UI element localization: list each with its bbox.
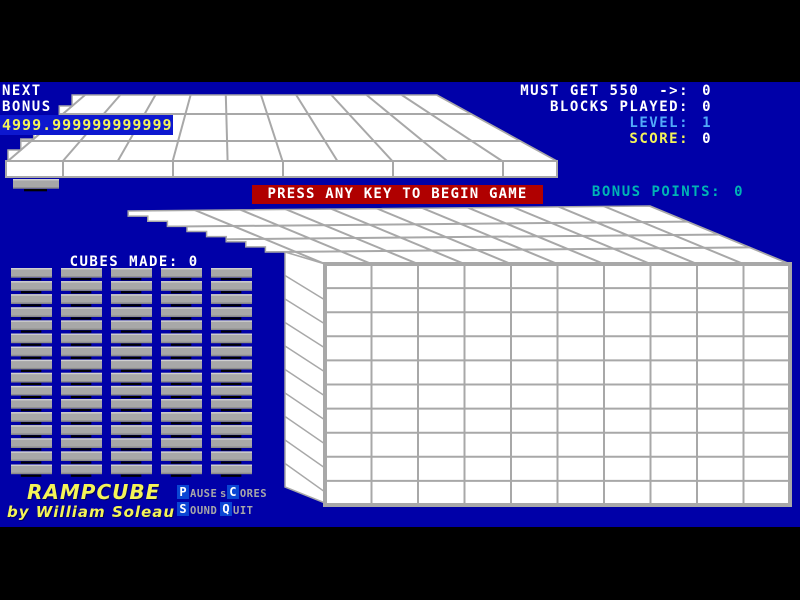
- cube-stack-column: [11, 268, 52, 477]
- hud-stat-value: 0: [702, 99, 712, 115]
- game-board: [127, 205, 792, 507]
- cube-stacks: [11, 268, 252, 477]
- game-byline: by William Soleau: [7, 503, 176, 521]
- cube-stack-column: [61, 268, 102, 477]
- playfield: NEXT BONUS 4999.999999999999 MUST GET 55…: [0, 82, 800, 527]
- bonus-points-label: BONUS POINTS:: [591, 184, 721, 200]
- hud-right-stats: MUST GET 550 ->: 0 BLOCKS PLAYED: 0 LEVEL: 1 S…: [520, 83, 712, 147]
- hud-stat-label: SCORE:: [629, 131, 689, 147]
- press-key-banner: PRESS ANY KEY TO BEGIN GAME: [252, 185, 543, 204]
- cubes-made-row: CUBES MADE: 0: [10, 238, 199, 286]
- next-label: NEXT: [2, 83, 42, 99]
- menu-item-sound[interactable]: S OUND: [177, 502, 217, 521]
- menu-item-text: OUND: [190, 505, 218, 517]
- hud-stat-value: 1: [702, 115, 712, 131]
- menu-item-quit[interactable]: Q UIT: [220, 502, 253, 521]
- bonus-points-value: 0: [734, 184, 744, 200]
- hud-stat-value: 0: [702, 131, 712, 147]
- cube-stack-column: [211, 268, 252, 477]
- bonus-value: 4999.999999999999: [0, 115, 173, 135]
- menu-item-text: s: [220, 488, 227, 500]
- bonus-points-row: BONUS POINTS: 0: [532, 168, 744, 216]
- menu-hotkey: P: [177, 485, 189, 499]
- menu-item-text: UIT: [233, 505, 254, 517]
- menu-item-pause[interactable]: P AUSE: [177, 485, 217, 504]
- menu-item-scores[interactable]: s C ORES: [220, 485, 267, 504]
- menu-hotkey: S: [177, 502, 189, 516]
- cubes-made-label: CUBES MADE:: [69, 254, 179, 270]
- hud-stat-label: MUST GET 550 ->:: [520, 83, 689, 99]
- menu-hotkey: C: [226, 485, 239, 499]
- menu-item-text: AUSE: [190, 488, 218, 500]
- hud-stat-must-get: MUST GET 550 ->: 0: [520, 83, 712, 99]
- menu-item-text: ORES: [239, 488, 268, 500]
- bonus-label: BONUS: [2, 99, 52, 115]
- hud-stat-label: LEVEL:: [629, 115, 689, 131]
- menu-hotkey: Q: [220, 502, 232, 516]
- hud-stat-label: BLOCKS PLAYED:: [549, 99, 689, 115]
- cube-stack-column: [111, 268, 152, 477]
- hud-stat-value: 0: [702, 83, 712, 99]
- next-block-preview: [13, 179, 59, 192]
- hud-stat-score: SCORE: 0: [520, 131, 712, 147]
- cube-stack-column: [161, 268, 202, 477]
- hud-stat-blocks-played: BLOCKS PLAYED: 0: [520, 99, 712, 115]
- game-scene: [5, 94, 792, 507]
- game-title: RAMPCUBE: [27, 480, 161, 504]
- cubes-made-value: 0: [188, 254, 199, 270]
- hud-stat-level: LEVEL: 1: [520, 115, 712, 131]
